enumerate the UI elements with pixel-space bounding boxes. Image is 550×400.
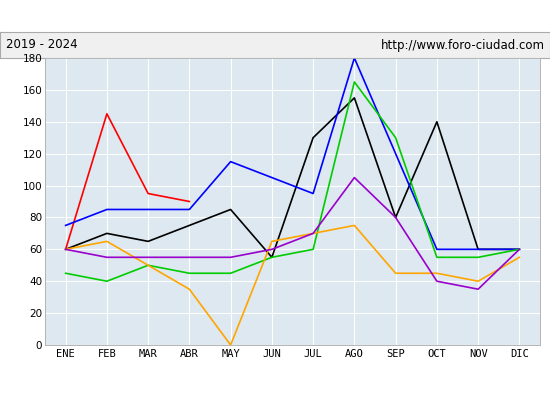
Text: 2019 - 2024: 2019 - 2024: [6, 38, 77, 52]
Text: http://www.foro-ciudad.com: http://www.foro-ciudad.com: [381, 38, 544, 52]
Text: Evolucion Nº Turistas Extranjeros en el municipio de Villaescusa: Evolucion Nº Turistas Extranjeros en el …: [62, 10, 488, 22]
